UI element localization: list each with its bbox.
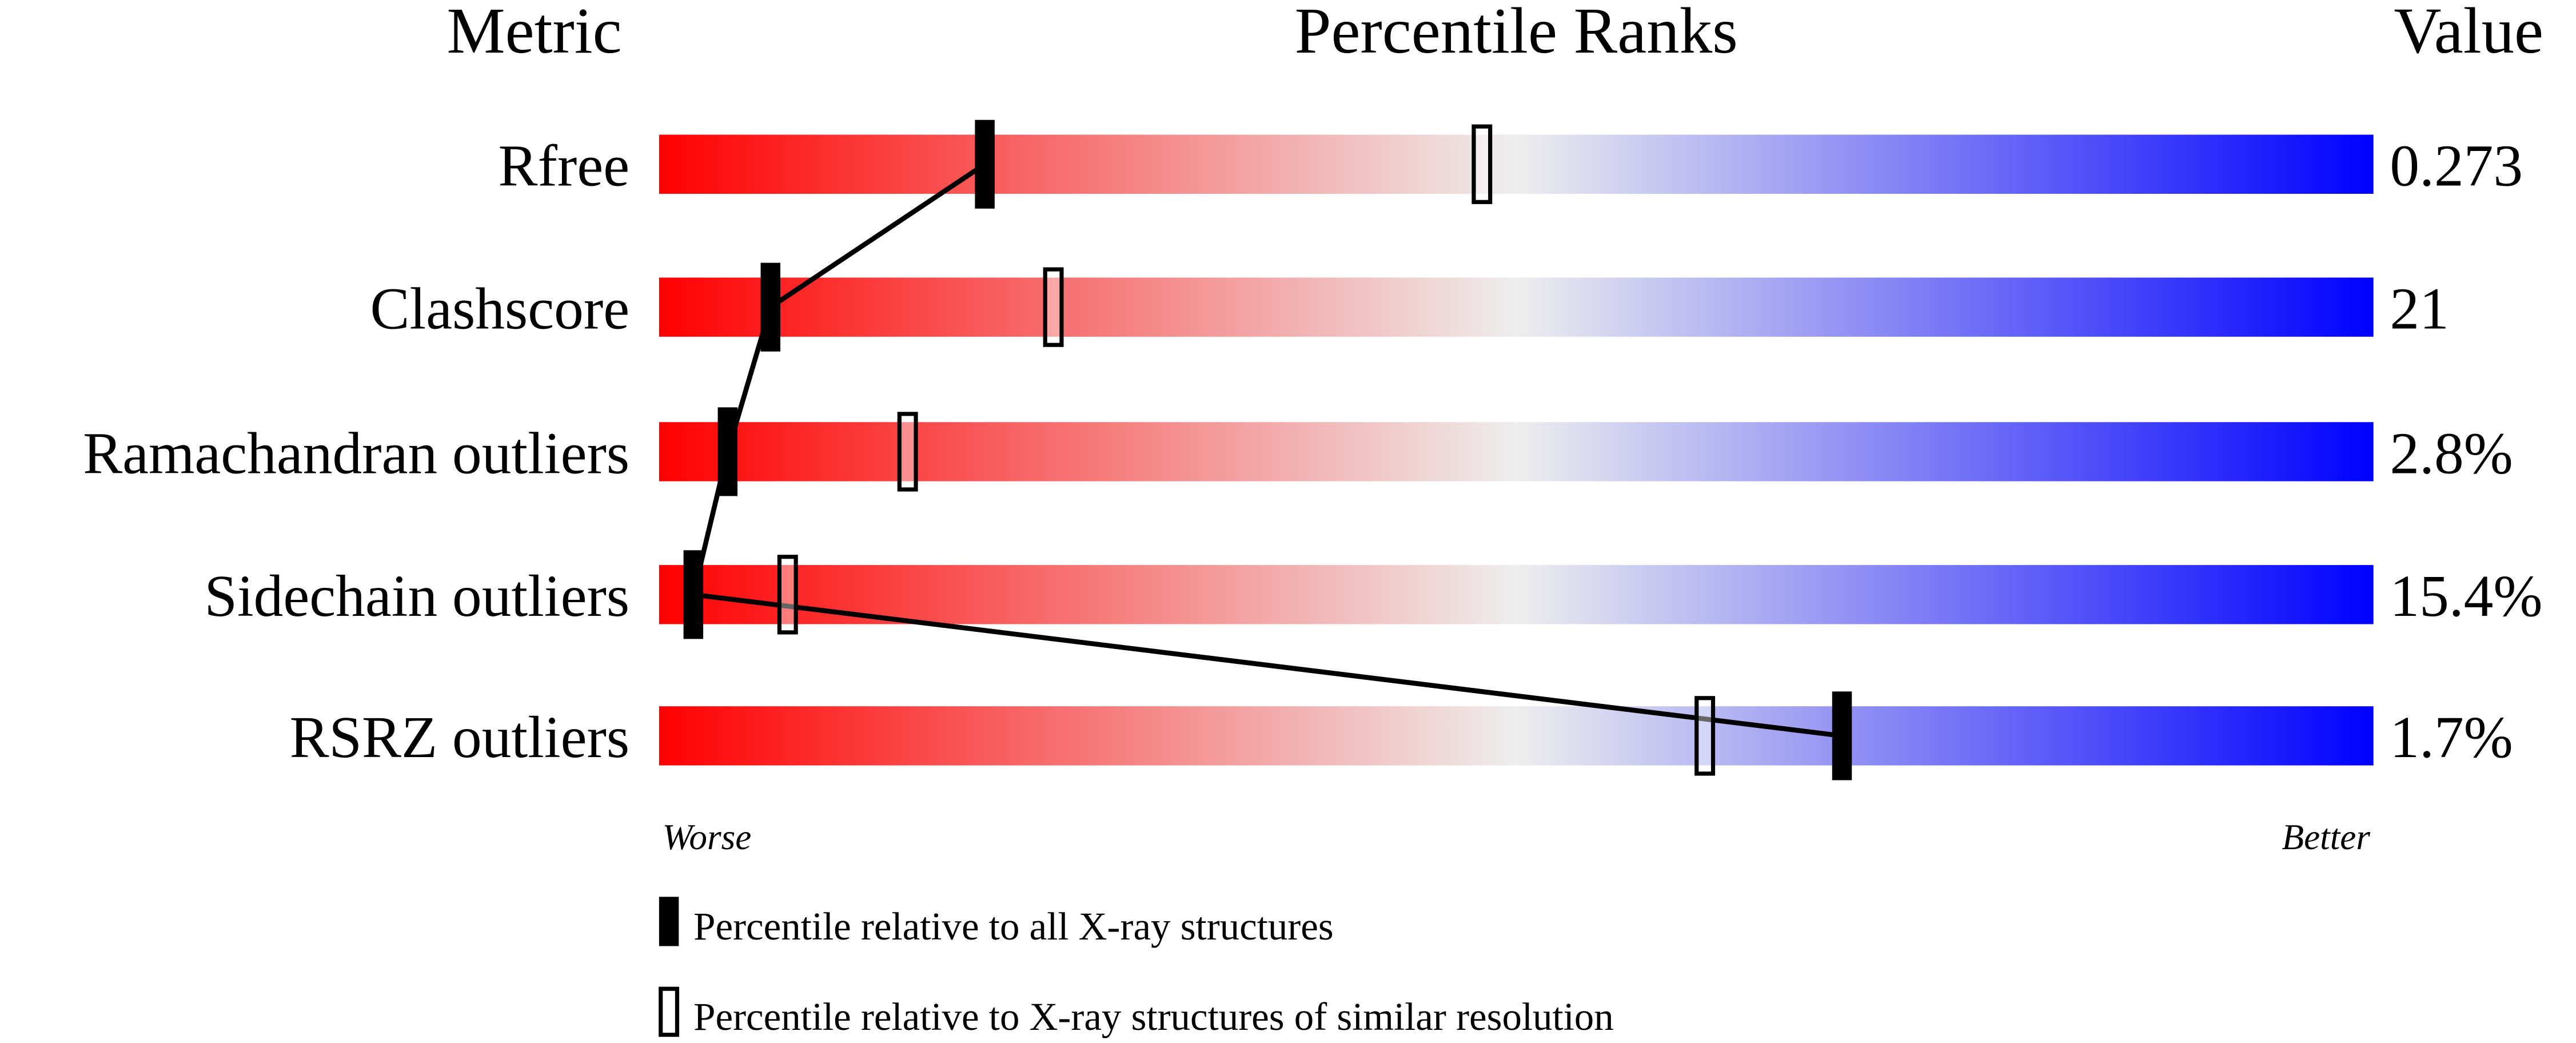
percentile-bar (659, 565, 2374, 624)
percentile-bar (659, 422, 2374, 481)
legend-filled-label: Percentile relative to all X-ray structu… (693, 905, 1334, 948)
header-percentile-ranks: Percentile Ranks (1295, 0, 1738, 67)
percentile-bar (659, 277, 2374, 337)
metric-value: 1.7% (2390, 705, 2513, 770)
marker-all-structures (717, 407, 738, 496)
axis-label-better: Better (2282, 817, 2371, 857)
header-value: Value (2394, 0, 2544, 67)
marker-similar-resolution (777, 555, 798, 635)
marker-all-structures (1832, 691, 1852, 781)
marker-all-structures (975, 120, 995, 209)
metric-label: RSRZ outliers (290, 705, 630, 770)
metric-value: 15.4% (2390, 564, 2542, 629)
percentile-bar (659, 134, 2374, 194)
marker-similar-resolution (897, 412, 918, 492)
metric-label: Ramachandran outliers (83, 421, 629, 486)
metric-label: Clashscore (370, 276, 629, 341)
legend-open-marker (659, 986, 680, 1037)
metric-label: Sidechain outliers (204, 564, 629, 629)
legend-filled-marker (659, 897, 679, 946)
marker-all-structures (760, 262, 781, 352)
header-metric: Metric (446, 0, 621, 67)
marker-all-structures (683, 550, 704, 639)
marker-similar-resolution (1043, 267, 1064, 347)
metric-label: Rfree (499, 134, 630, 199)
legend-open-label: Percentile relative to X-ray structures … (693, 995, 1614, 1038)
marker-similar-resolution (1694, 696, 1716, 776)
metric-value: 21 (2390, 276, 2449, 341)
percentile-bar (659, 706, 2374, 766)
marker-similar-resolution (1472, 124, 1493, 204)
metric-value: 0.273 (2390, 134, 2523, 199)
metric-value: 2.8% (2390, 421, 2513, 486)
axis-label-worse: Worse (663, 817, 752, 857)
